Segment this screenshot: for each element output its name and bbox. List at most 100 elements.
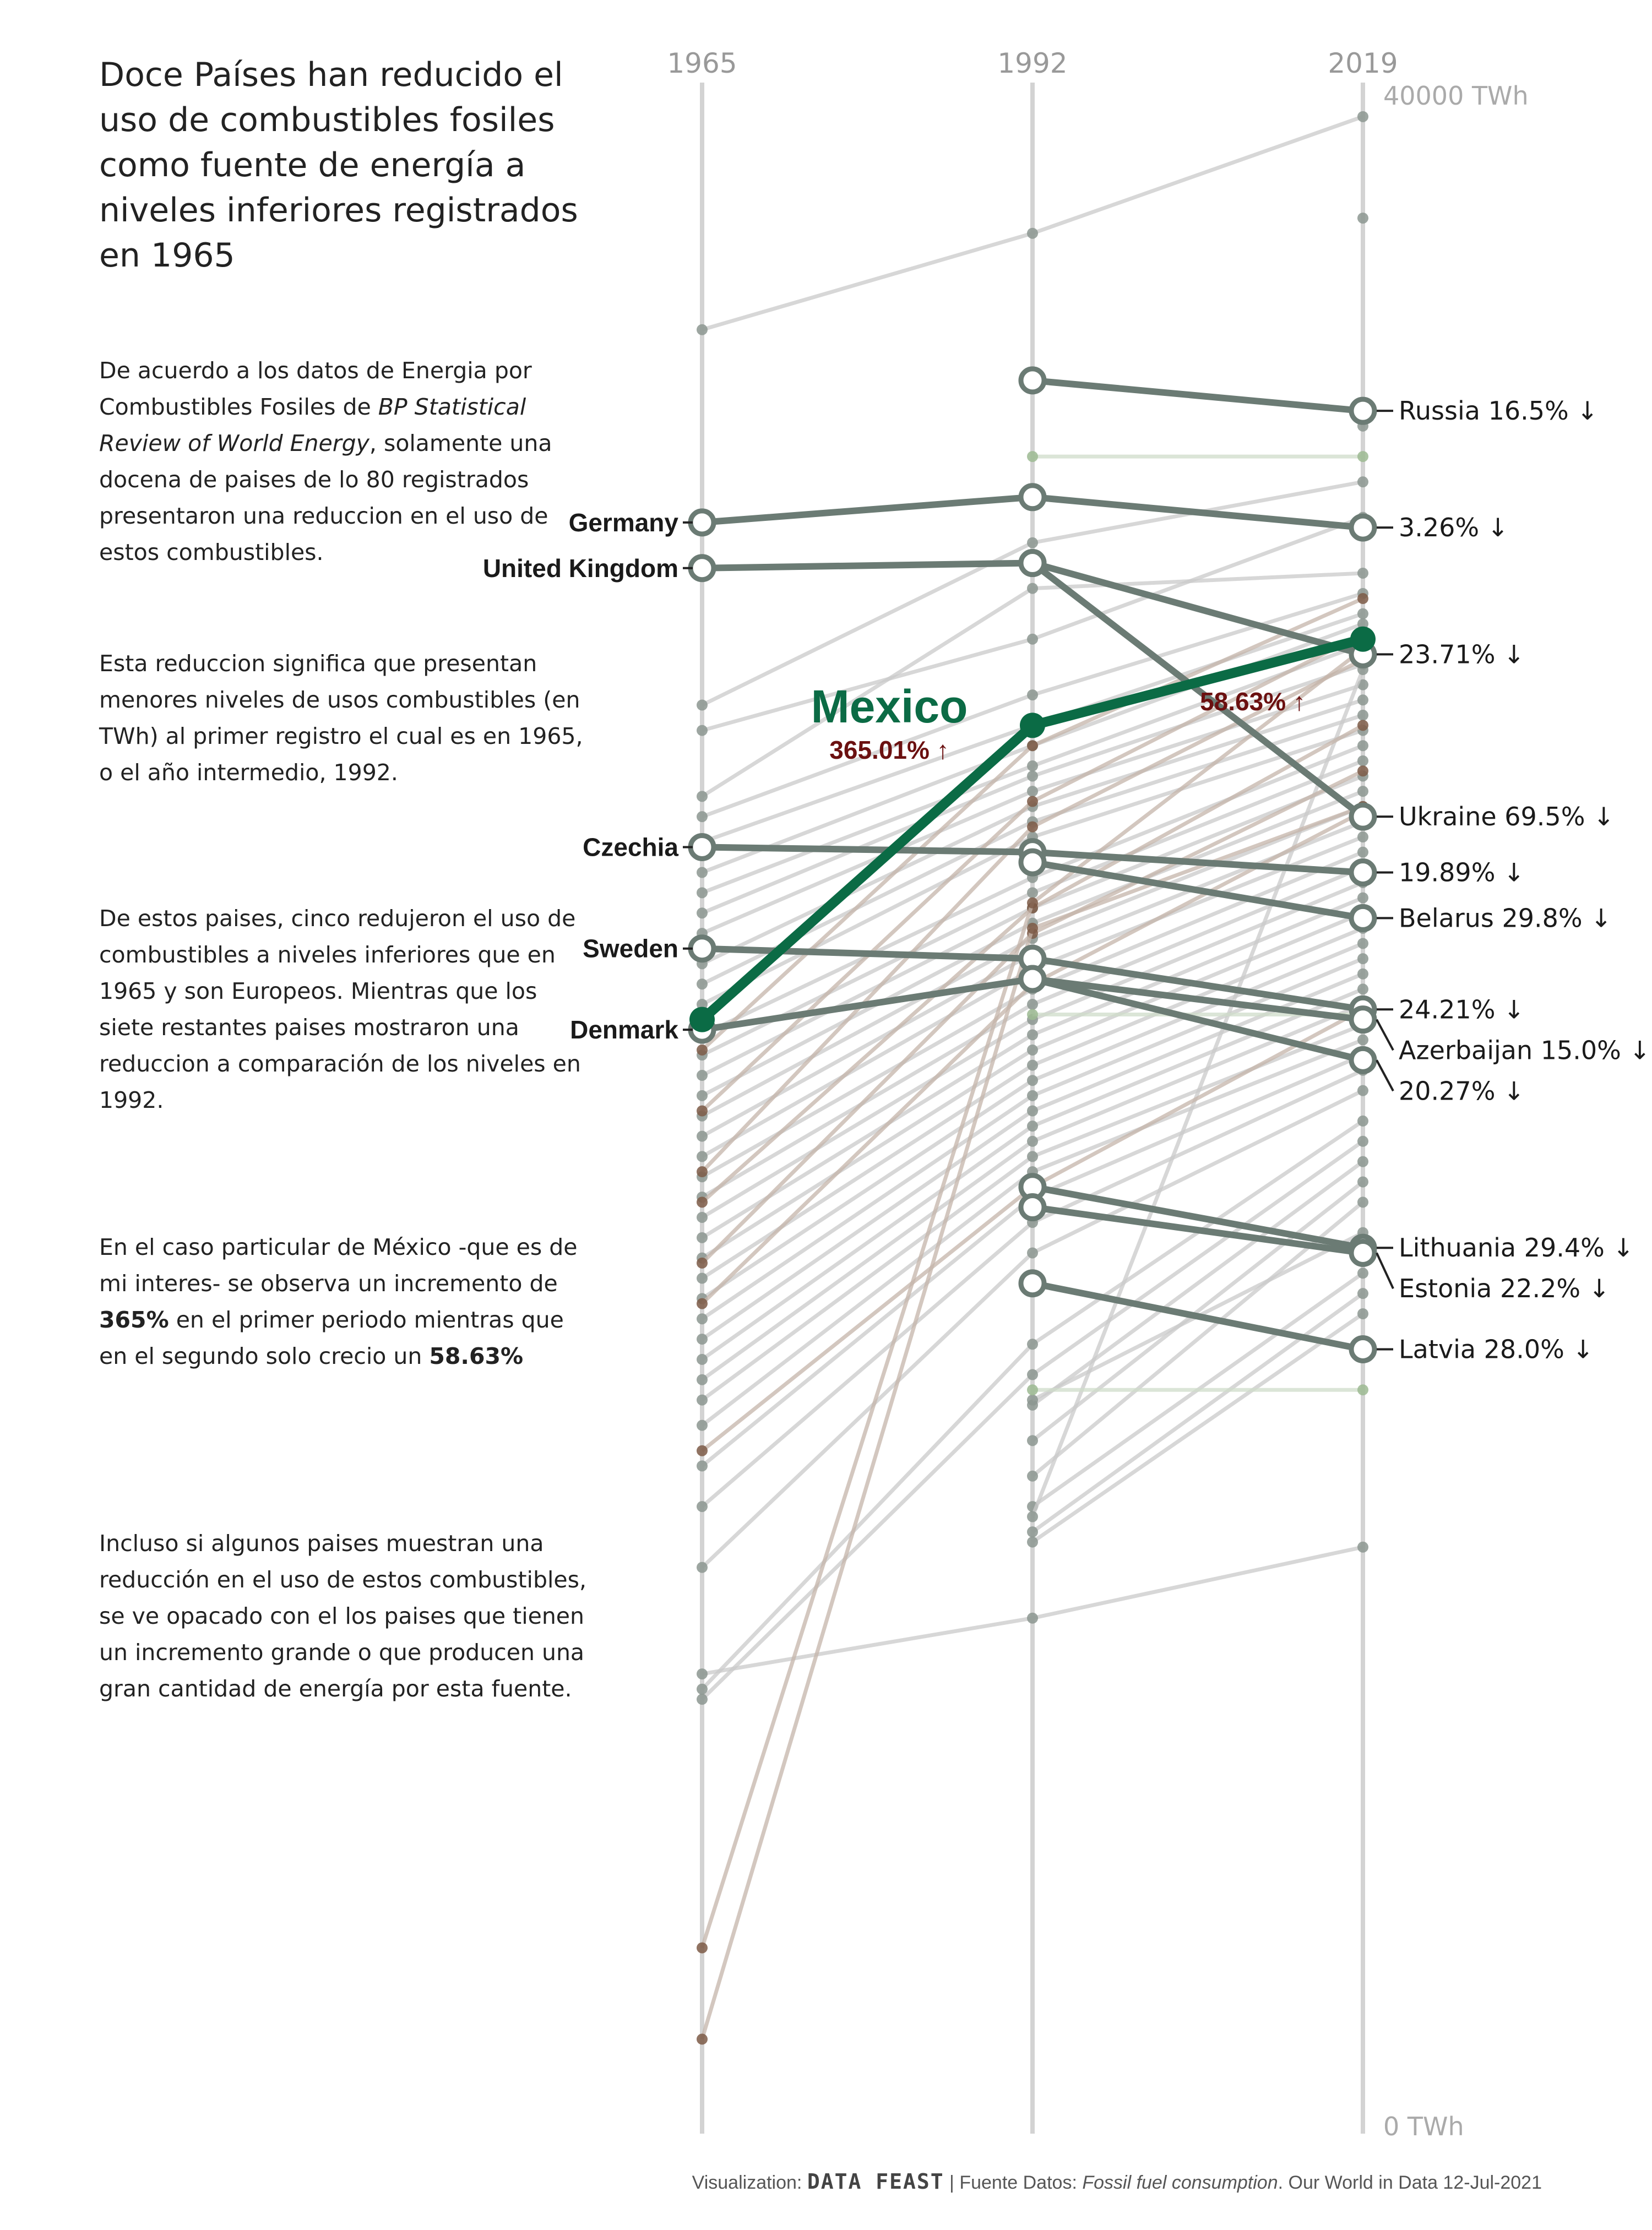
right-label-sweden: 24.21% ↓ [1399, 994, 1525, 1024]
right-label-czechia: 19.89% ↓ [1399, 858, 1525, 888]
year-label-1992: 1992 [997, 47, 1067, 79]
other-series-point-26-1 [1027, 1044, 1038, 1056]
other-series-point-27-0 [697, 1272, 708, 1284]
other-series-point-32-1 [1027, 1135, 1038, 1147]
paragraph-europe: De estos paises, cinco redujeron el uso … [99, 905, 581, 1113]
other-series-point-40-0 [697, 1694, 708, 1705]
highlighted-series [688, 366, 1377, 1363]
other-series-point-8-2 [1357, 618, 1368, 630]
hl-point-germany-2 [1349, 513, 1377, 542]
other-series-point-20-0 [697, 1130, 708, 1142]
mexico-change-2: 58.63% ↑ [1200, 687, 1306, 716]
growth-series-point-8-1 [1027, 922, 1038, 934]
other-series-point-39-2 [1357, 1115, 1368, 1127]
year-label-1965: 1965 [667, 47, 737, 79]
other-series-point-28-2 [1357, 938, 1368, 949]
other-series-point-45-1 [1357, 1288, 1368, 1299]
growth-series-point-2-0 [697, 1166, 708, 1178]
left-label-sweden: Sweden [583, 934, 678, 963]
other-series-point-29-0 [697, 1313, 708, 1325]
other-series-point-16-2 [1357, 755, 1368, 766]
other-series-point-38-2 [1357, 1541, 1368, 1553]
axis-max-label: 40000 TWh [1383, 81, 1529, 111]
growth-series-point-0-0 [697, 1044, 708, 1056]
hl-line-latvia [1031, 1280, 1364, 1353]
growth-series-point-2-1 [1027, 821, 1038, 833]
other-series-point-0-0 [697, 324, 708, 335]
other-series-point-30-1 [1027, 1105, 1038, 1117]
other-series-point-46-1 [1357, 1308, 1368, 1319]
other-series-point-25-0 [697, 1232, 708, 1243]
growth-series-point-8-0 [697, 2033, 708, 2045]
growth-series-point-4-2 [1357, 765, 1368, 777]
paragraph-intro: De acuerdo a los datos de Energia por Co… [99, 352, 595, 570]
other-series-point-13-0 [697, 978, 708, 990]
growth-series-point-0-2 [1357, 593, 1368, 605]
right-leader-estonia [1376, 1252, 1394, 1290]
other-series-point-6-1 [1027, 689, 1038, 701]
growth-series-point-4-0 [697, 1257, 708, 1269]
hl-line-azerbaijan [1032, 976, 1363, 1023]
other-series-point-27-1 [1027, 1059, 1038, 1071]
flat-series-point-0-1 [1357, 451, 1368, 463]
right-label-lithuania: Lithuania 29.4% ↓ [1399, 1233, 1634, 1263]
hl-line-estonia [1032, 1204, 1363, 1257]
flat-series-point-1-0 [1027, 1384, 1038, 1396]
other-series-point-11-1 [1027, 786, 1038, 797]
other-series-line-46 [1031, 1312, 1364, 1544]
other-series-point-36-0 [697, 1501, 708, 1513]
hl-point-sweden-0 [688, 934, 716, 963]
other-series-point-29-2 [1357, 953, 1368, 965]
hl-point-czechia-2 [1349, 858, 1377, 887]
other-series-point-15-2 [1357, 740, 1368, 752]
other-series-point-31-1 [1027, 1121, 1038, 1132]
other-series-point-37-2 [1357, 1085, 1368, 1096]
other-series-point-24-0 [697, 1211, 708, 1223]
other-series-point-39-0 [697, 1683, 708, 1695]
year-label-2019: 2019 [1328, 47, 1398, 79]
other-series-point-29-1 [1027, 1090, 1038, 1101]
hl-point-latvia-1 [1349, 1335, 1377, 1363]
other-series-point-3-2 [1357, 476, 1368, 488]
axis-min-label: 0 TWh [1383, 2112, 1464, 2141]
right-label-azerbaijan: Azerbaijan 15.0% ↓ [1399, 1035, 1650, 1065]
footer-source: Fossil fuel consumption [1082, 2172, 1278, 2193]
hl-point-estonia-0 [1018, 1193, 1047, 1222]
other-series-point-9-1 [1027, 760, 1038, 772]
other-series-point-34-2 [1357, 1034, 1368, 1046]
right-label-ukraine: Ukraine 69.5% ↓ [1399, 802, 1615, 831]
other-series-point-21-2 [1357, 831, 1368, 843]
other-series-point-10-1 [1027, 770, 1038, 782]
hl-point-germany-0 [688, 508, 716, 537]
other-series-point-47-0 [1027, 1511, 1038, 1522]
other-series-line-42 [1031, 1180, 1365, 1443]
other-series-point-32-0 [697, 1374, 708, 1385]
right-label-united-kingdom: 23.71% ↓ [1399, 639, 1525, 669]
mexico-point-1 [1020, 712, 1045, 738]
other-series-point-18-0 [697, 1090, 708, 1101]
mexico-series [689, 626, 1376, 1032]
paragraph-mexico: En el caso particular de México -que es … [99, 1229, 595, 1374]
right-label-belarus: Belarus 29.8% ↓ [1399, 903, 1612, 933]
other-series-point-10-0 [697, 907, 708, 919]
other-series-point-30-0 [697, 1334, 708, 1345]
growth-series-point-1-1 [1027, 796, 1038, 807]
other-series-point-28-1 [1027, 1075, 1038, 1086]
other-series-point-9-0 [697, 887, 708, 899]
other-series-point-37-0 [697, 1562, 708, 1573]
other-series-point-18-2 [1357, 786, 1368, 797]
other-series-point-23-1 [1027, 999, 1038, 1010]
flat-series-point-0-0 [1027, 451, 1038, 463]
other-series-point-38-1 [1027, 1612, 1038, 1624]
hl-point-united-kingdom-0 [688, 554, 716, 583]
other-series-point-42-1 [1357, 1176, 1368, 1188]
right-label-latvia: Latvia 28.0% ↓ [1399, 1334, 1594, 1364]
other-series-point-37-1 [1027, 1247, 1038, 1259]
series-labels: Mexico 365.01% ↑ 58.63% ↑ Germany United Kin… [483, 396, 1650, 1364]
other-series-point-45-0 [1027, 1526, 1038, 1538]
hl-line-russia [1032, 377, 1363, 415]
other-series-point-42-0 [1027, 1435, 1038, 1446]
hl-point-latvia-0 [1018, 1269, 1047, 1298]
hl-point-denmark-1 [1018, 965, 1047, 993]
other-series-point-40-1 [1027, 1369, 1038, 1380]
